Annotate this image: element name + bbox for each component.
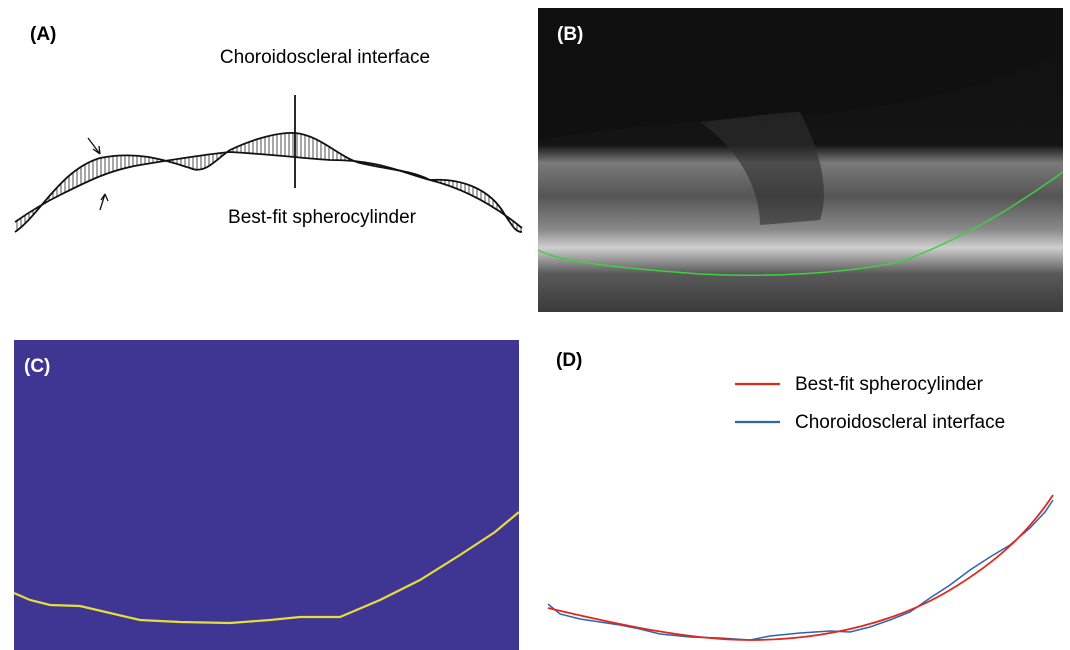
panel-b: (B) (538, 8, 1063, 312)
panel-d: (D) Best-fit spherocylinder Choroidoscle… (548, 350, 1053, 640)
panel-c: (C) (14, 340, 519, 650)
panel-label: (B) (557, 24, 583, 45)
legend-label: Best-fit spherocylinder (795, 374, 984, 395)
interface-curve (548, 500, 1053, 640)
panel-label: (A) (30, 24, 56, 45)
segmentation-map (14, 340, 519, 650)
panel-a: (A) Choroidoscleral interface Best-fit s… (15, 24, 522, 232)
annotation: Best-fit spherocylinder (228, 207, 417, 228)
arrow (100, 194, 108, 210)
panel-label: (C) (24, 356, 50, 377)
arrow (88, 138, 100, 154)
legend-label: Choroidoscleral interface (795, 412, 1005, 433)
annotation: Choroidoscleral interface (220, 47, 430, 68)
fit-curve (548, 495, 1053, 640)
figure: (A) Choroidoscleral interface Best-fit s… (0, 0, 1070, 650)
panel-label: (D) (556, 350, 582, 371)
